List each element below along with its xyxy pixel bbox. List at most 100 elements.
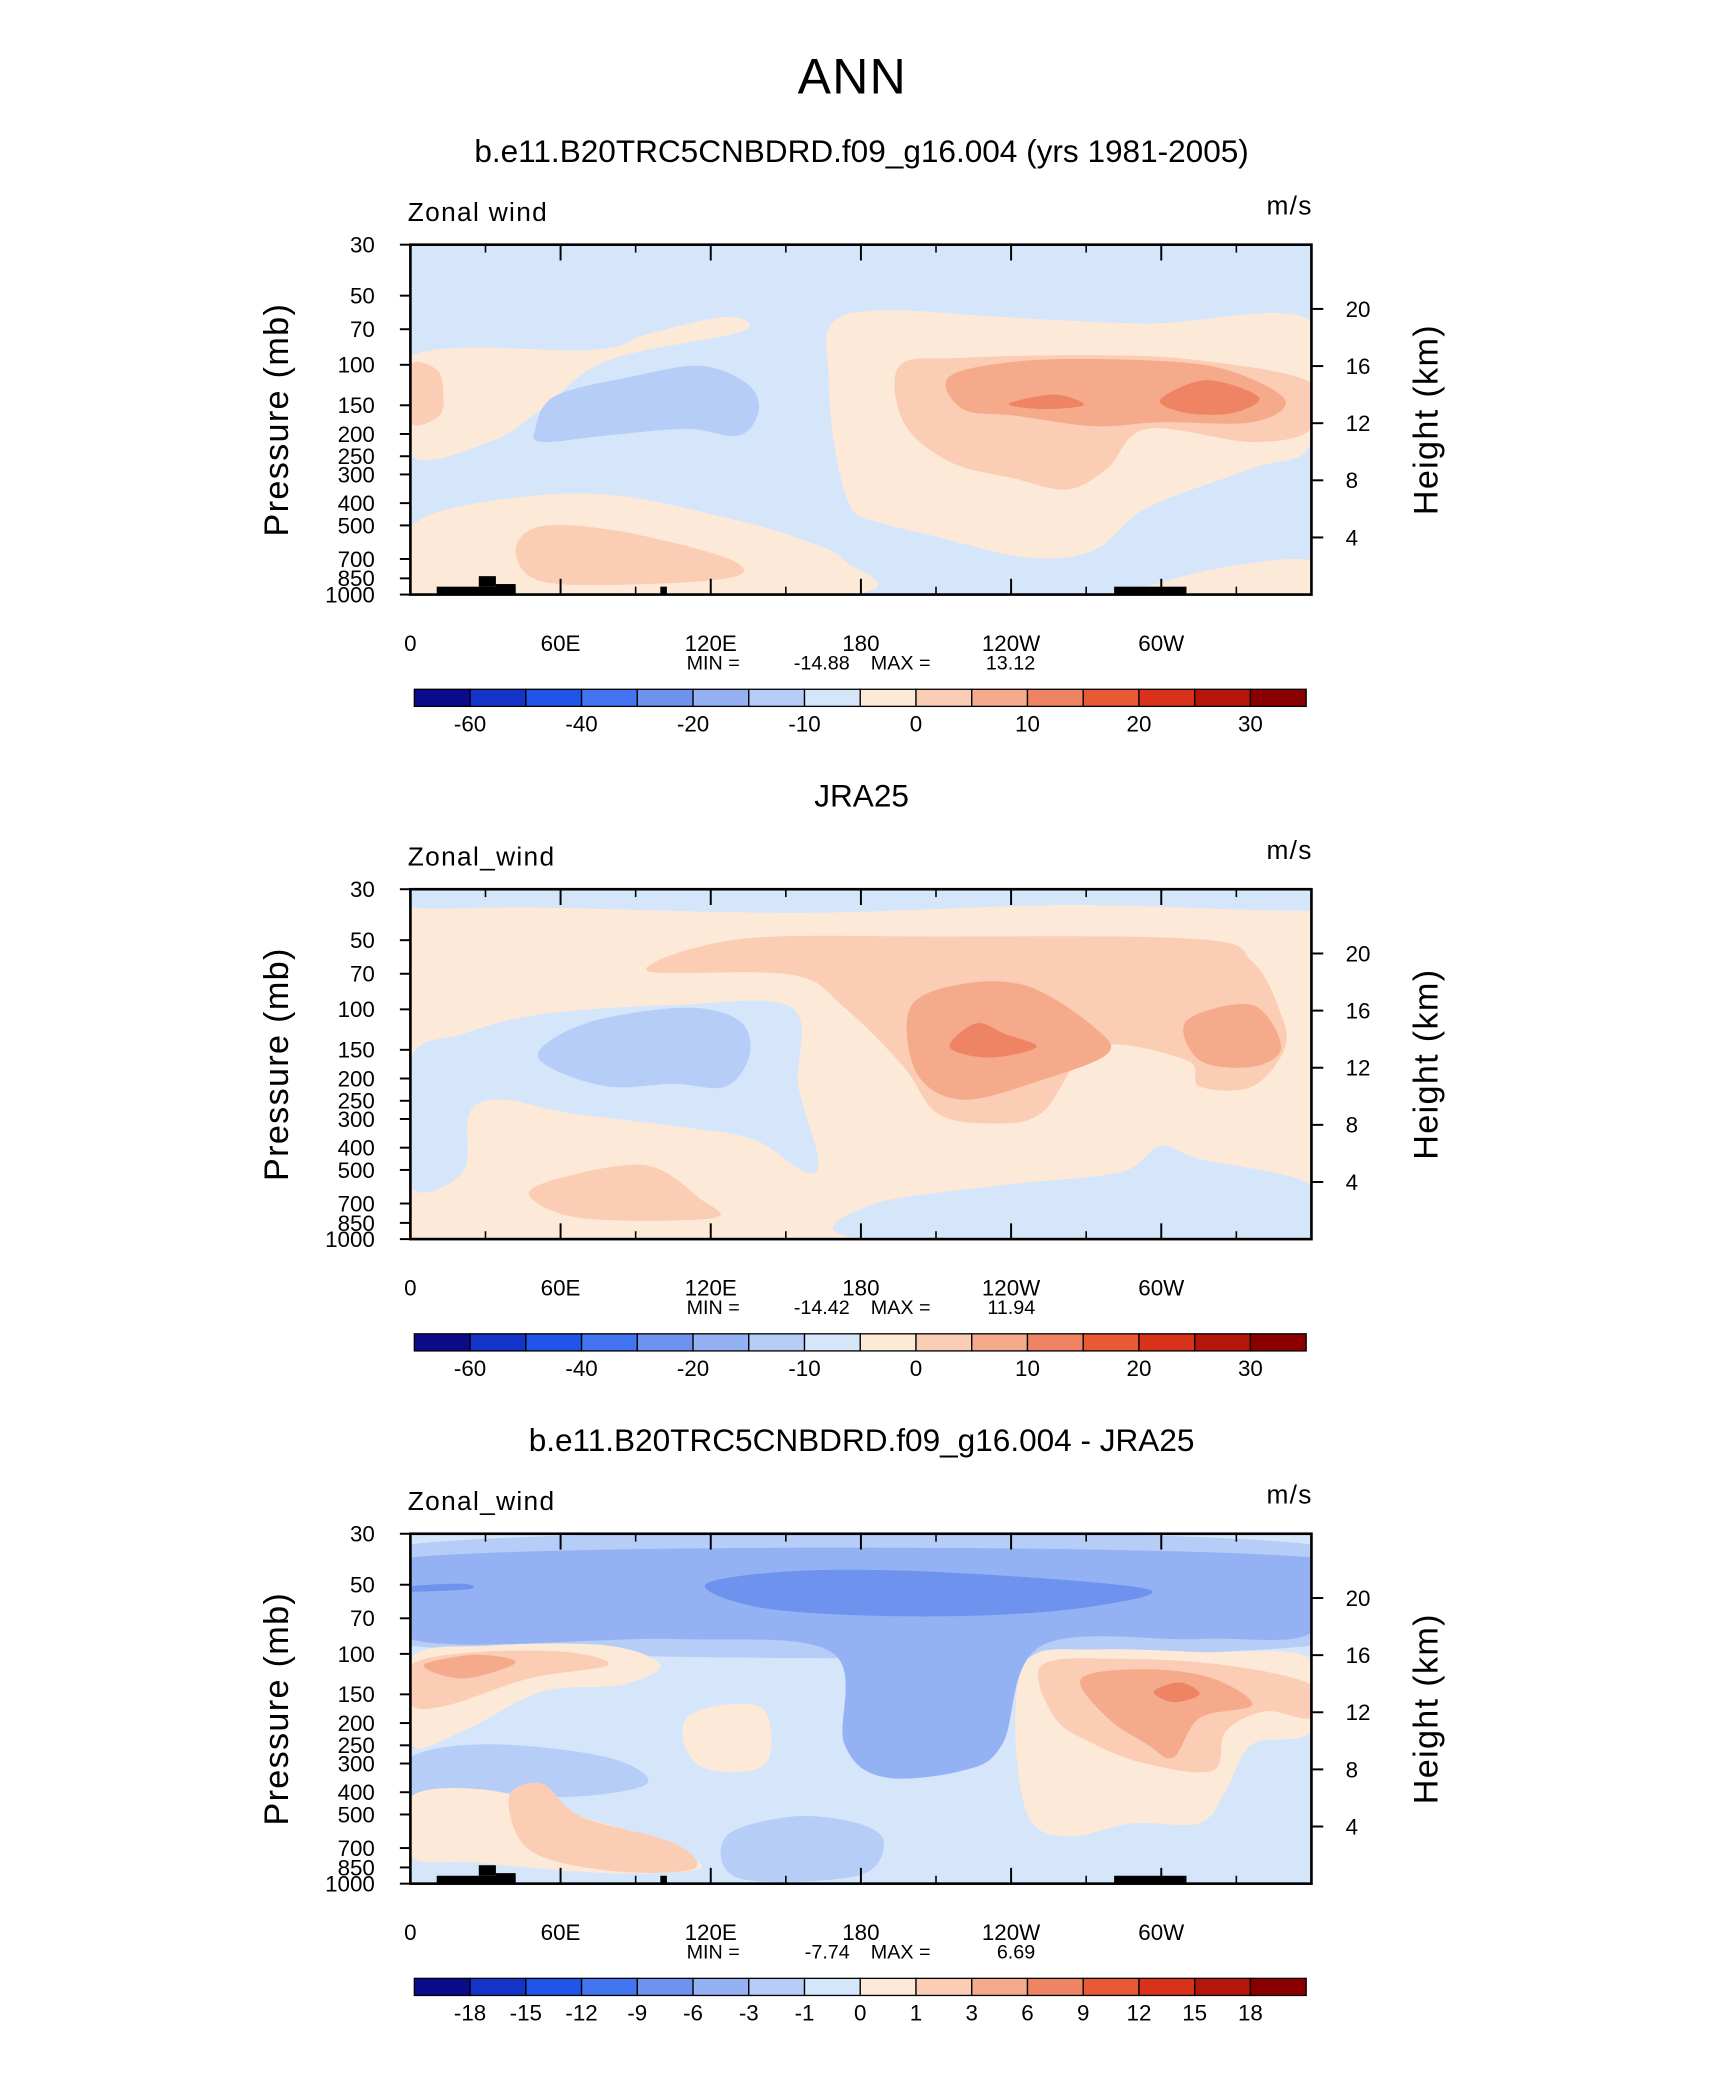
- y-tick-label: 1000: [325, 1872, 375, 1897]
- left-label: Zonal_wind: [408, 1486, 556, 1516]
- min-max: MIN = -14.42 MAX = 11.94: [687, 1297, 1036, 1319]
- colorbar-label: 9: [1077, 2000, 1089, 2025]
- contour-fill: [682, 1703, 772, 1773]
- max: 11.94: [987, 1297, 1035, 1319]
- panel: b.e11.B20TRC5CNBDRD.f09_g16.004 (yrs 198…: [258, 133, 1446, 737]
- colorbar-label: -6: [683, 2000, 703, 2025]
- colorbar-box: [1194, 1333, 1252, 1352]
- y-axis-label: Pressure (mb): [258, 1592, 296, 1826]
- max-label: MAX =: [871, 653, 931, 675]
- colorbar-box: [1082, 1977, 1140, 1997]
- y2-tick-label: 4: [1346, 1814, 1358, 1839]
- min: -7.74: [805, 1942, 850, 1964]
- x-tick-label: 60W: [1138, 631, 1185, 656]
- panel-title: b.e11.B20TRC5CNBDRD.f09_g16.004 - JRA25: [529, 1422, 1195, 1458]
- colorbar-box: [413, 1333, 471, 1352]
- y-tick-label: 500: [338, 513, 375, 538]
- y-tick-label: 30: [350, 233, 375, 258]
- colorbar-label: -15: [510, 2000, 542, 2025]
- min-max: MIN = -14.88 MAX = 13.12: [687, 653, 1036, 675]
- y-tick-label: 400: [338, 491, 375, 516]
- y-tick-label: 150: [338, 1038, 375, 1063]
- y-tick-label: 100: [338, 353, 375, 378]
- colorbar-label: 3: [966, 2000, 978, 2025]
- x-tick-label: 120E: [685, 1276, 737, 1301]
- colorbar-box: [525, 1333, 583, 1352]
- colorbar-box: [1138, 1333, 1196, 1352]
- y-axis-label: Pressure (mb): [258, 947, 296, 1181]
- colorbar-box: [580, 1977, 638, 1997]
- colorbar-box: [525, 688, 583, 708]
- colorbar-label: -1: [795, 2000, 815, 2025]
- y-tick-label: 70: [350, 962, 375, 987]
- colorbar-box: [692, 1977, 750, 1997]
- colorbar-label: 20: [1127, 1356, 1152, 1381]
- colorbar-box: [803, 1977, 861, 1997]
- right-label: m/s: [1266, 1480, 1312, 1510]
- left-label: Zonal wind: [408, 197, 548, 227]
- contour-fill: [410, 361, 444, 426]
- contour-fill: [528, 1164, 721, 1221]
- colorbar-box: [1249, 688, 1307, 708]
- terrain: [495, 1873, 516, 1884]
- y-tick-label: 300: [338, 1751, 375, 1776]
- colorbar-box: [748, 688, 806, 708]
- y2-tick-label: 20: [1346, 941, 1371, 966]
- colorbar-label: 15: [1182, 2000, 1207, 2025]
- contour-fill: [410, 317, 750, 461]
- y-tick-label: 70: [350, 317, 375, 342]
- colorbar-box: [636, 1977, 694, 1997]
- y-tick-label: 150: [338, 393, 375, 418]
- colorbar-label: -60: [454, 1356, 486, 1381]
- colorbar-box: [469, 1333, 527, 1352]
- x-tick-label: 60E: [541, 631, 581, 656]
- colorbar-label: -18: [454, 2000, 486, 2025]
- y-tick-label: 500: [338, 1802, 375, 1827]
- colorbar-box: [748, 1333, 806, 1352]
- contour-fill: [949, 1023, 1037, 1058]
- y-tick-label: 200: [338, 422, 375, 447]
- contour-fill: [1080, 1669, 1253, 1759]
- contour-fill: [410, 1583, 474, 1592]
- colorbar-box: [1082, 688, 1140, 708]
- colorbar-label: -9: [627, 2000, 647, 2025]
- x-tick-label: 120E: [685, 1920, 737, 1945]
- y2-axis-label: Height (km): [1408, 969, 1446, 1160]
- colorbar-box: [971, 688, 1029, 708]
- contour-field: [410, 244, 1312, 595]
- y-tick-label: 1000: [325, 582, 375, 607]
- colorbar-box: [580, 1333, 638, 1352]
- colorbar-label: 30: [1238, 1356, 1263, 1381]
- contour-fill: [1131, 558, 1312, 595]
- min-label: MIN =: [687, 1297, 740, 1319]
- contour-fill: [832, 1145, 1312, 1240]
- contour-fill: [537, 1007, 751, 1089]
- y-tick-label: 300: [338, 1107, 375, 1132]
- colorbar-label: -12: [565, 2000, 597, 2025]
- max: 13.12: [986, 653, 1035, 675]
- contour-fill: [423, 1654, 516, 1679]
- y2-tick-label: 8: [1346, 468, 1358, 493]
- right-label: m/s: [1266, 190, 1312, 220]
- colorbar-box: [1249, 1333, 1307, 1352]
- terrain: [660, 586, 667, 595]
- panel: b.e11.B20TRC5CNBDRD.f09_g16.004 - JRA25 Z…: [258, 1422, 1446, 2026]
- y2-tick-label: 4: [1346, 1170, 1358, 1195]
- y-tick-label: 700: [338, 1191, 375, 1216]
- y2-axis-label: Height (km): [1408, 1613, 1446, 1804]
- colorbar-label: -10: [788, 711, 820, 736]
- colorbar-box: [1082, 1333, 1140, 1352]
- y-tick-label: 200: [338, 1711, 375, 1736]
- colorbar-label: -3: [739, 2000, 759, 2025]
- x-tick-label: 0: [404, 631, 416, 656]
- colorbar-box: [1194, 1977, 1252, 1997]
- contour-fill: [515, 524, 745, 586]
- y-tick-label: 30: [350, 877, 375, 902]
- x-tick-label: 60E: [541, 1920, 581, 1945]
- x-tick-label: 60E: [541, 1276, 581, 1301]
- colorbar-box: [1194, 688, 1252, 708]
- y-tick-label: 850: [338, 1855, 375, 1880]
- y2-tick-label: 12: [1346, 1700, 1371, 1725]
- colorbar-box: [915, 1977, 973, 1997]
